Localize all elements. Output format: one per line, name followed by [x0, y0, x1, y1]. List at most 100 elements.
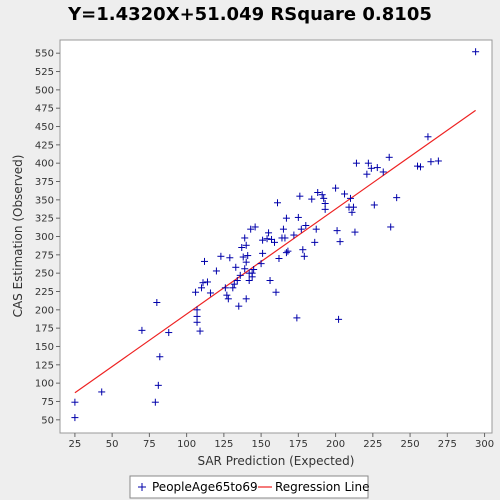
data-point — [284, 247, 292, 255]
data-point — [259, 236, 267, 244]
data-point — [364, 159, 372, 167]
y-tick-label: 300 — [35, 232, 54, 243]
legend-label-regression: Regression Line — [275, 480, 369, 494]
data-point — [333, 227, 341, 235]
data-point — [241, 265, 249, 273]
data-point — [198, 284, 206, 292]
data-point — [236, 271, 244, 279]
data-point — [192, 288, 200, 296]
y-tick-label: 275 — [35, 250, 54, 261]
data-point — [165, 329, 173, 337]
data-point — [321, 200, 329, 208]
data-point — [154, 381, 162, 389]
data-point — [296, 192, 304, 200]
regression-line-group — [74, 109, 476, 394]
data-point — [199, 279, 207, 287]
data-point — [349, 203, 357, 211]
data-point — [230, 280, 238, 288]
data-point — [311, 238, 319, 246]
data-point — [312, 225, 320, 233]
y-tick-label: 150 — [35, 342, 54, 353]
y-tick-label: 400 — [35, 159, 54, 170]
data-point — [193, 306, 201, 314]
data-point — [259, 249, 267, 257]
y-tick-label: 425 — [35, 140, 54, 151]
data-point — [71, 398, 79, 406]
x-tick-label: 125 — [214, 439, 233, 450]
data-point — [263, 235, 271, 243]
y-tick-label: 325 — [35, 214, 54, 225]
data-points — [71, 48, 480, 422]
data-point — [245, 276, 253, 284]
data-point — [434, 157, 442, 165]
x-tick-label: 225 — [363, 439, 382, 450]
data-point — [416, 163, 424, 171]
data-point — [217, 252, 225, 260]
data-point — [235, 302, 243, 310]
data-point — [233, 276, 241, 284]
data-point — [257, 260, 265, 268]
data-point — [206, 289, 214, 297]
data-point — [193, 318, 201, 326]
x-tick-label: 75 — [143, 439, 156, 450]
data-point — [241, 234, 249, 242]
data-point — [300, 252, 308, 260]
data-point — [156, 353, 164, 361]
x-tick-label: 25 — [69, 439, 82, 450]
data-point — [138, 326, 146, 334]
y-tick-label: 200 — [35, 305, 54, 316]
y-tick-label: 50 — [41, 415, 54, 426]
data-point — [238, 243, 246, 251]
data-point — [226, 254, 234, 262]
data-point — [293, 314, 301, 322]
data-point — [275, 254, 283, 262]
data-point — [98, 388, 106, 396]
data-point — [265, 229, 273, 237]
y-axis-label: CAS Estimation (Observed) — [11, 155, 25, 318]
data-point — [223, 291, 231, 299]
y-tick-label: 125 — [35, 360, 54, 371]
data-point — [251, 223, 259, 231]
data-point — [268, 235, 276, 243]
data-point — [302, 222, 310, 230]
data-point — [224, 295, 232, 303]
legend-box — [129, 475, 369, 499]
data-point — [336, 238, 344, 246]
data-point — [242, 241, 250, 249]
chart-title: Y=1.4320X+51.049 RSquare 0.8105 — [67, 4, 432, 25]
x-tick-label: 200 — [326, 439, 345, 450]
y-axis: 50 75 100 125 150 175 200 225 250 275 300 325 350 375… — [35, 49, 60, 426]
legend: PeopleAge65to69 Regression Line — [129, 475, 369, 499]
y-tick-label: 550 — [35, 49, 54, 60]
x-tick-label: 300 — [475, 439, 494, 450]
y-tick-label: 250 — [35, 269, 54, 280]
legend-label-points: PeopleAge65to69 — [152, 480, 258, 494]
data-point — [153, 298, 161, 306]
data-point — [351, 228, 359, 236]
data-point — [242, 258, 250, 266]
data-point — [212, 267, 220, 275]
data-point — [239, 253, 247, 261]
data-point — [266, 276, 274, 284]
data-point — [281, 234, 289, 242]
y-tick-label: 350 — [35, 195, 54, 206]
data-point — [387, 223, 395, 231]
x-tick-label: 50 — [106, 439, 119, 450]
y-tick-label: 375 — [35, 177, 54, 188]
data-point — [200, 257, 208, 265]
data-point — [321, 205, 329, 213]
data-point — [193, 312, 201, 320]
data-point — [308, 195, 316, 203]
data-point — [363, 170, 371, 178]
data-point — [424, 133, 432, 141]
data-point — [273, 199, 281, 207]
data-point — [299, 246, 307, 254]
data-point — [373, 164, 381, 172]
x-tick-label: 100 — [177, 439, 196, 450]
data-point — [385, 153, 393, 161]
y-tick-label: 225 — [35, 287, 54, 298]
data-point — [248, 269, 256, 277]
data-point — [346, 194, 354, 202]
data-point — [332, 184, 340, 192]
data-point — [250, 265, 258, 273]
